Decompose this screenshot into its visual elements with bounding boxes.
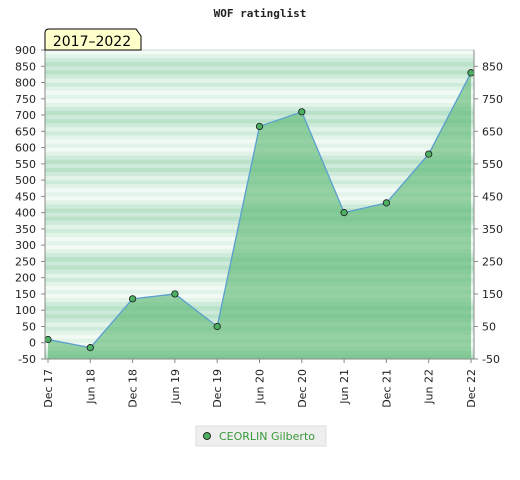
legend: CEORLIN Gilberto (195, 425, 327, 447)
background-band (45, 62, 474, 67)
x-tick-label: Jun 20 (254, 369, 267, 405)
y-tick-label-right: 150 (482, 288, 503, 301)
legend-marker (203, 432, 211, 440)
y-tick-label: 800 (15, 77, 36, 90)
y-tick-label-right: 550 (482, 158, 503, 171)
series-area-fill (48, 72, 471, 359)
x-axis: Dec 17 Jun 18 Dec 18 Jun 19 Dec 19 Jun 20 Dec … (42, 358, 478, 408)
y-tick-label: 500 (15, 174, 36, 187)
y-tick-label: 600 (15, 142, 36, 155)
y-tick-label-right: 850 (482, 60, 503, 73)
y-tick-label: 350 (15, 223, 36, 236)
background-band (45, 86, 474, 91)
x-tick-label: Dec 21 (380, 369, 393, 408)
data-point (129, 295, 137, 303)
y-tick-label: 900 (15, 44, 36, 57)
y-tick-label: -50 (18, 353, 36, 366)
y-tick-label-right: 250 (482, 255, 503, 268)
x-tick-label: Dec 18 (127, 369, 140, 408)
data-point (425, 150, 433, 158)
background-band (45, 119, 474, 124)
y-tick-label: 100 (15, 304, 36, 317)
background-band (45, 50, 474, 55)
x-tick-label: Jun 18 (84, 369, 97, 405)
x-tick-label: Dec 17 (42, 369, 55, 408)
y-tick-label-right: -50 (482, 353, 500, 366)
background-band (45, 98, 474, 104)
y-tick-label: 650 (15, 125, 36, 138)
background-band (45, 58, 474, 63)
background-band (45, 115, 474, 120)
background-band (45, 78, 474, 83)
background-band (45, 54, 474, 59)
series-area (44, 69, 475, 359)
background-band (45, 102, 474, 108)
x-tick-label: Jun 19 (169, 369, 182, 405)
y-tick-label-right: 650 (482, 125, 503, 138)
y-tick-label-right: 50 (482, 320, 496, 333)
background-band (45, 110, 474, 116)
y-tick-label: 200 (15, 272, 36, 285)
x-tick-label: Jun 21 (338, 369, 351, 405)
data-point (467, 69, 475, 77)
period-label: 2017–2022 (53, 34, 131, 50)
y-tick-label: 0 (29, 337, 36, 350)
data-point (255, 122, 264, 131)
y-tick-label-right: 350 (482, 223, 503, 236)
period-badge: 2017–2022 (44, 28, 142, 51)
data-point (298, 108, 306, 116)
background-band (45, 70, 474, 75)
y-tick-label-right: 750 (482, 93, 503, 106)
background-band (45, 90, 474, 96)
background-band (45, 66, 474, 71)
y-tick-label: 450 (15, 190, 36, 203)
background-band (45, 82, 474, 87)
y-tick-label: 150 (15, 288, 36, 301)
y-axis-right: -50 50 150 250 350 450 550 650 750 850 (473, 50, 503, 366)
background-band (45, 74, 474, 79)
data-point (340, 209, 348, 217)
y-tick-label: 300 (15, 239, 36, 252)
y-tick-label: 400 (15, 207, 36, 220)
x-tick-label: Dec 20 (296, 369, 309, 408)
y-axis-left: -50 0 50 100 150 200 250 300 350 400 450 500 550 600 6… (15, 44, 46, 366)
background-band (45, 94, 474, 100)
data-point (44, 335, 52, 344)
chart-title: WOF ratinglist (214, 7, 307, 20)
data-point (86, 344, 94, 352)
background-band (45, 106, 474, 112)
y-tick-label: 250 (15, 255, 36, 268)
x-tick-label: Dec 22 (465, 369, 478, 408)
x-tick-label: Dec 19 (211, 369, 224, 408)
data-point (213, 322, 221, 331)
y-tick-label: 50 (22, 320, 36, 333)
data-point (382, 199, 390, 207)
y-tick-label: 750 (15, 93, 36, 106)
x-tick-label: Jun 22 (423, 369, 436, 405)
y-tick-label: 550 (15, 158, 36, 171)
legend-series-name: CEORLIN Gilberto (219, 430, 315, 443)
y-tick-label: 850 (15, 60, 36, 73)
data-point (171, 290, 179, 298)
y-tick-label-right: 450 (482, 190, 503, 203)
y-tick-label: 700 (15, 109, 36, 122)
